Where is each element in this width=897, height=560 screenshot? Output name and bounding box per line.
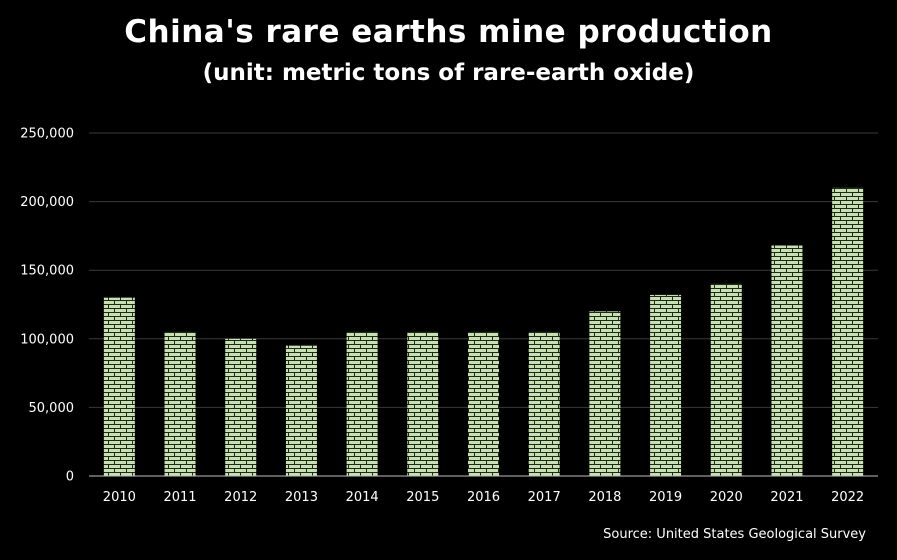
- y-tick-label: 200,000: [20, 195, 74, 210]
- x-axis-tick-labels: 2010 2011 2012 2013 2014 2015 2016 2017 2018 2019…: [103, 490, 864, 505]
- x-tick-label: 2014: [346, 490, 379, 505]
- bar-2010: [103, 297, 135, 476]
- bars: [103, 187, 864, 476]
- bar-2017: [528, 331, 560, 476]
- y-tick-label: 0: [66, 470, 74, 485]
- bar-2019: [650, 294, 682, 476]
- x-tick-label: 2016: [467, 490, 500, 505]
- x-tick-label: 2013: [285, 490, 318, 505]
- bar-2013: [285, 345, 317, 476]
- x-tick-label: 2018: [588, 490, 621, 505]
- bar-2015: [407, 331, 439, 476]
- x-tick-label: 2012: [224, 490, 257, 505]
- x-tick-label: 2022: [831, 490, 864, 505]
- x-tick-label: 2019: [649, 490, 682, 505]
- bar-2014: [346, 331, 378, 476]
- y-tick-label: 50,000: [29, 401, 75, 416]
- bar-2012: [225, 338, 257, 476]
- bar-2011: [164, 331, 196, 476]
- x-tick-label: 2015: [406, 490, 439, 505]
- bar-2020: [710, 283, 742, 476]
- bar-2016: [468, 331, 499, 476]
- bar-2022: [832, 187, 864, 476]
- chart-subtitle: (unit: metric tons of rare-earth oxide): [202, 60, 695, 86]
- y-tick-label: 250,000: [20, 127, 74, 142]
- y-tick-label: 100,000: [20, 332, 74, 347]
- bar-chart: 0 50,000 100,000 150,000 200,000 250,000 2010…: [20, 127, 878, 505]
- bar-2018: [589, 311, 621, 476]
- y-axis-tick-labels: 0 50,000 100,000 150,000 200,000 250,000: [20, 127, 74, 485]
- x-tick-label: 2010: [103, 490, 136, 505]
- y-tick-label: 150,000: [20, 264, 74, 279]
- source-note: Source: United States Geological Survey: [603, 527, 866, 542]
- x-tick-label: 2020: [710, 490, 743, 505]
- x-tick-label: 2017: [528, 490, 561, 505]
- bar-2021: [771, 245, 803, 476]
- x-tick-label: 2021: [770, 490, 803, 505]
- chart-title: China's rare earths mine production: [124, 14, 773, 50]
- x-tick-label: 2011: [163, 490, 196, 505]
